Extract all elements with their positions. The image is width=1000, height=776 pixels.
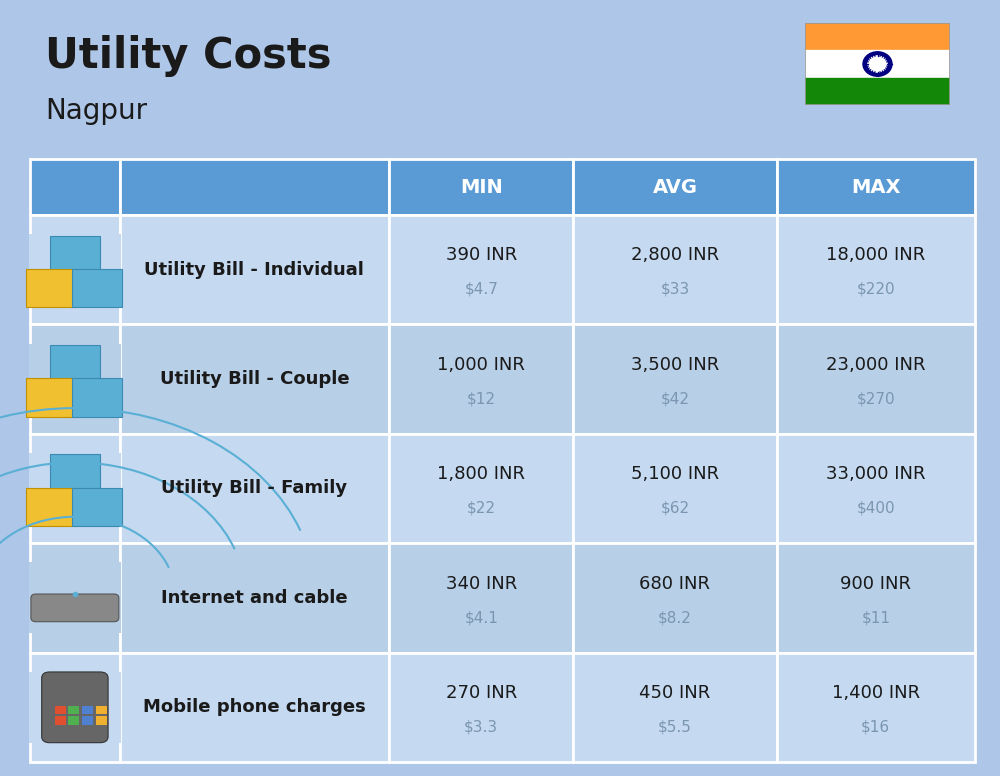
Text: $3.3: $3.3 [464, 719, 498, 735]
FancyBboxPatch shape [42, 672, 108, 743]
FancyBboxPatch shape [573, 543, 777, 653]
Bar [805, 23, 950, 50]
FancyBboxPatch shape [96, 705, 107, 714]
Text: $5.5: $5.5 [658, 719, 692, 735]
Text: $220: $220 [856, 282, 895, 297]
FancyBboxPatch shape [389, 653, 573, 762]
Bar [805, 50, 950, 78]
Circle shape [868, 56, 887, 72]
FancyBboxPatch shape [777, 653, 975, 762]
FancyBboxPatch shape [29, 344, 121, 414]
Text: 33,000 INR: 33,000 INR [826, 466, 926, 483]
Text: 340 INR: 340 INR [446, 575, 517, 593]
Text: 270 INR: 270 INR [446, 684, 517, 702]
FancyBboxPatch shape [30, 324, 120, 434]
Text: AVG: AVG [652, 178, 697, 196]
Text: $33: $33 [660, 282, 690, 297]
Text: $62: $62 [660, 501, 690, 516]
FancyBboxPatch shape [72, 379, 122, 417]
FancyBboxPatch shape [777, 215, 975, 324]
FancyBboxPatch shape [30, 159, 120, 215]
FancyBboxPatch shape [389, 543, 573, 653]
FancyBboxPatch shape [573, 159, 777, 215]
Text: Nagpur: Nagpur [45, 97, 147, 125]
FancyBboxPatch shape [573, 324, 777, 434]
Text: 18,000 INR: 18,000 INR [826, 247, 925, 265]
Text: Mobile phone charges: Mobile phone charges [143, 698, 366, 716]
FancyBboxPatch shape [120, 159, 389, 215]
Text: 1,400 INR: 1,400 INR [832, 684, 920, 702]
FancyBboxPatch shape [120, 543, 389, 653]
FancyBboxPatch shape [29, 453, 121, 524]
Text: $4.7: $4.7 [464, 282, 498, 297]
FancyBboxPatch shape [82, 705, 93, 714]
Text: 2,800 INR: 2,800 INR [631, 247, 719, 265]
FancyBboxPatch shape [50, 345, 100, 383]
FancyBboxPatch shape [26, 488, 76, 526]
Text: 23,000 INR: 23,000 INR [826, 356, 926, 374]
FancyBboxPatch shape [777, 543, 975, 653]
FancyBboxPatch shape [96, 716, 107, 725]
Text: 5,100 INR: 5,100 INR [631, 466, 719, 483]
Text: MIN: MIN [460, 178, 503, 196]
FancyBboxPatch shape [30, 215, 120, 324]
FancyBboxPatch shape [777, 324, 975, 434]
Text: $8.2: $8.2 [658, 610, 692, 625]
Text: 680 INR: 680 INR [639, 575, 710, 593]
FancyBboxPatch shape [389, 434, 573, 543]
Text: $11: $11 [861, 610, 890, 625]
Text: 3,500 INR: 3,500 INR [631, 356, 719, 374]
Text: $270: $270 [856, 391, 895, 407]
FancyBboxPatch shape [30, 653, 120, 762]
FancyBboxPatch shape [55, 716, 66, 725]
FancyBboxPatch shape [26, 379, 76, 417]
Circle shape [863, 52, 892, 76]
Text: $22: $22 [467, 501, 496, 516]
Text: Internet and cable: Internet and cable [161, 589, 348, 607]
Text: Utility Costs: Utility Costs [45, 35, 332, 77]
FancyBboxPatch shape [68, 705, 79, 714]
FancyBboxPatch shape [573, 215, 777, 324]
Text: 900 INR: 900 INR [840, 575, 911, 593]
FancyBboxPatch shape [777, 434, 975, 543]
Text: Utility Bill - Individual: Utility Bill - Individual [144, 261, 364, 279]
Text: 390 INR: 390 INR [446, 247, 517, 265]
FancyBboxPatch shape [72, 488, 122, 526]
FancyBboxPatch shape [30, 434, 120, 543]
Text: 1,000 INR: 1,000 INR [437, 356, 525, 374]
Text: $16: $16 [861, 719, 890, 735]
Text: 1,800 INR: 1,800 INR [437, 466, 525, 483]
FancyBboxPatch shape [120, 324, 389, 434]
FancyBboxPatch shape [573, 653, 777, 762]
Text: $12: $12 [467, 391, 496, 407]
FancyBboxPatch shape [389, 324, 573, 434]
FancyBboxPatch shape [29, 234, 121, 305]
FancyBboxPatch shape [29, 672, 121, 743]
FancyBboxPatch shape [389, 215, 573, 324]
Text: Utility Bill - Family: Utility Bill - Family [161, 480, 348, 497]
FancyBboxPatch shape [50, 236, 100, 274]
FancyBboxPatch shape [26, 269, 76, 307]
FancyBboxPatch shape [30, 543, 120, 653]
FancyBboxPatch shape [389, 159, 573, 215]
Text: $400: $400 [856, 501, 895, 516]
FancyBboxPatch shape [82, 716, 93, 725]
Bar [805, 78, 950, 105]
Text: $4.1: $4.1 [464, 610, 498, 625]
Text: 450 INR: 450 INR [639, 684, 711, 702]
FancyBboxPatch shape [120, 215, 389, 324]
FancyBboxPatch shape [29, 563, 121, 633]
Text: Utility Bill - Couple: Utility Bill - Couple [160, 370, 349, 388]
Text: MAX: MAX [851, 178, 901, 196]
Text: $42: $42 [660, 391, 689, 407]
FancyBboxPatch shape [55, 705, 66, 714]
FancyBboxPatch shape [72, 269, 122, 307]
FancyBboxPatch shape [31, 594, 119, 622]
FancyBboxPatch shape [573, 434, 777, 543]
FancyBboxPatch shape [120, 653, 389, 762]
FancyBboxPatch shape [68, 716, 79, 725]
FancyBboxPatch shape [777, 159, 975, 215]
FancyBboxPatch shape [120, 434, 389, 543]
FancyBboxPatch shape [50, 455, 100, 493]
